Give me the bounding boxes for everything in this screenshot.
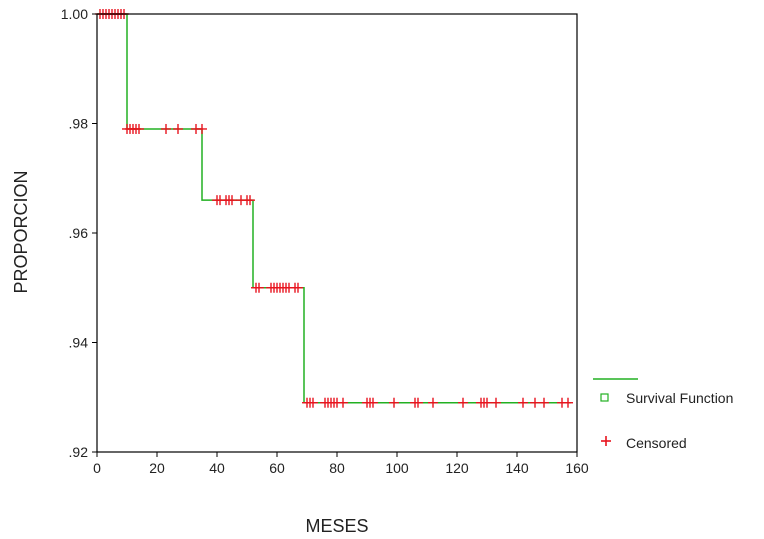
censored-marker	[197, 123, 207, 134]
censored-marker	[458, 397, 468, 408]
censored-marker	[539, 397, 549, 408]
plot-layer	[95, 9, 573, 408]
y-tick-label: .98	[69, 116, 89, 132]
x-tick-label: 20	[149, 460, 165, 476]
censored-marker	[530, 397, 540, 408]
censored-marker	[338, 397, 348, 408]
censored-marker	[482, 397, 492, 408]
legend-label-censored: Censored	[626, 435, 687, 451]
censored-marker	[308, 397, 318, 408]
x-tick-label: 80	[329, 460, 345, 476]
square-icon	[600, 393, 609, 402]
x-tick-label: 160	[565, 460, 589, 476]
legend-label-survival: Survival Function	[626, 390, 733, 406]
censored-marker	[518, 397, 528, 408]
axis-layer: 0 20 40 60 80 100 120 140 160 .92 .94 .96 .98 1.00	[61, 6, 589, 476]
censored-marker	[254, 282, 264, 293]
y-axis-title: PROPORCION	[11, 170, 31, 293]
x-tick-label: 100	[385, 460, 409, 476]
plot-frame	[96, 13, 578, 453]
censored-marker	[134, 123, 144, 134]
censored-marker	[413, 397, 423, 408]
censored-marker	[368, 397, 378, 408]
y-tick-label: 1.00	[61, 6, 88, 22]
x-tick-label: 140	[505, 460, 529, 476]
censored-marker	[389, 397, 399, 408]
censored-marker	[245, 195, 255, 206]
censored-marker	[161, 123, 171, 134]
survival-step-line	[97, 13, 571, 404]
y-tick-label: .94	[69, 335, 89, 351]
censored-marker	[563, 397, 573, 408]
legend: Survival Function Censored	[593, 378, 733, 451]
censored-marker	[227, 195, 237, 206]
censored-marker	[173, 123, 183, 134]
x-axis-title: MESES	[305, 516, 368, 536]
y-tick-label: .96	[69, 225, 89, 241]
plus-icon	[601, 436, 611, 446]
censored-marker	[491, 397, 501, 408]
x-tick-label: 0	[93, 460, 101, 476]
x-tick-label: 120	[445, 460, 469, 476]
x-tick-label: 40	[209, 460, 225, 476]
x-tick-label: 60	[269, 460, 285, 476]
censored-marker	[428, 397, 438, 408]
censored-marker	[293, 282, 303, 293]
y-tick-label: .92	[69, 444, 89, 460]
